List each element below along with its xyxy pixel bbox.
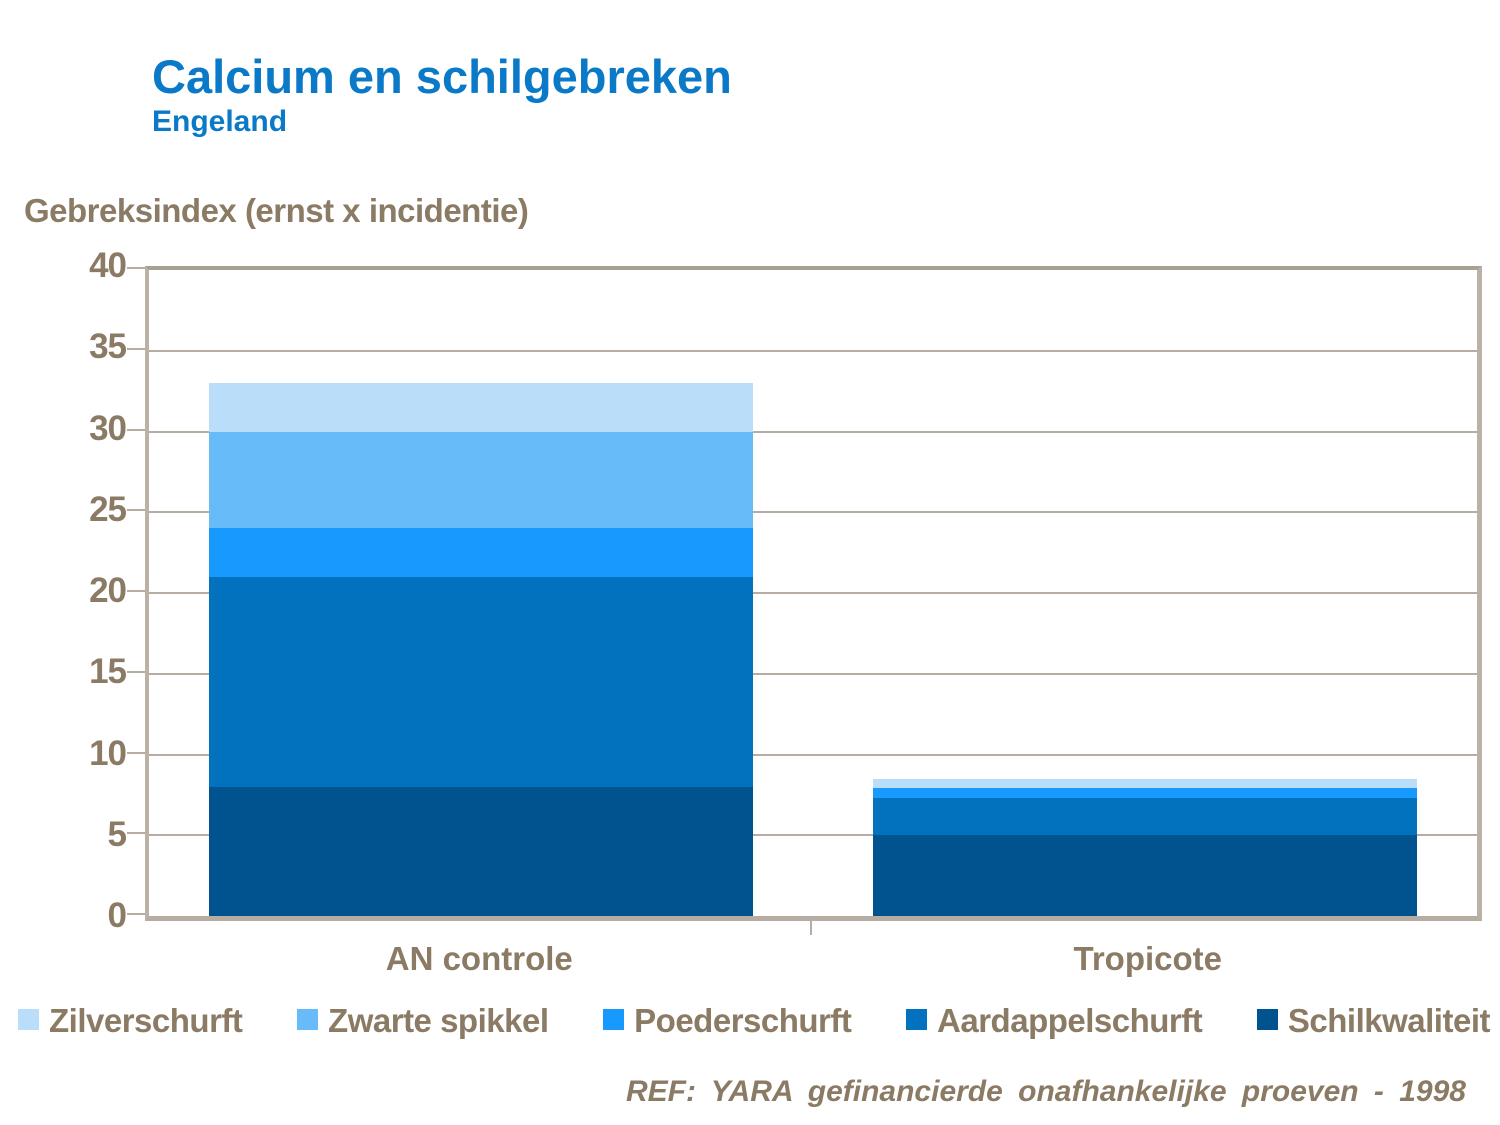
legend-swatch-icon xyxy=(297,1009,319,1030)
legend-item-zilverschurft: Zilverschurft xyxy=(18,1002,243,1040)
segment-zwarte-spikkel xyxy=(208,431,754,529)
y-axis-tick-marks xyxy=(127,267,145,915)
legend-item-aardappelschurft: Aardappelschurft xyxy=(906,1002,1203,1040)
legend-label: Poederschurft xyxy=(634,1002,852,1039)
legend-swatch-icon xyxy=(906,1009,928,1030)
y-tick-label-5: 5 xyxy=(107,814,127,854)
y-tick-label-40: 40 xyxy=(89,246,127,285)
stacked-bar-tropicote xyxy=(872,270,1418,916)
y-tick-30 xyxy=(127,428,145,431)
y-tick-20 xyxy=(127,590,145,592)
segment-poederschurft xyxy=(208,528,754,577)
legend-item-schilkwaliteit: Schilkwaliteit xyxy=(1256,1002,1491,1040)
legend-item-poederschurft: Poederschurft xyxy=(603,1002,852,1040)
legend-swatch-icon xyxy=(603,1009,625,1030)
gridline-5 xyxy=(149,834,1477,837)
category-cell-1 xyxy=(813,270,1477,916)
x-axis-tick-mark xyxy=(810,921,812,935)
y-tick-5 xyxy=(127,832,145,835)
chart-subtitle: Engeland xyxy=(152,105,288,139)
segment-poederschurft xyxy=(872,788,1418,799)
legend: Zilverschurft Zwarte spikkel Poederschurft… xyxy=(18,1002,1490,1040)
y-tick-40 xyxy=(127,267,145,269)
legend-label: Schilkwaliteit xyxy=(1287,1002,1491,1039)
legend-item-zwarte-spikkel: Zwarte spikkel xyxy=(297,1002,549,1040)
bars-container xyxy=(149,270,1477,916)
y-tick-label-30: 30 xyxy=(89,408,127,448)
x-label-an-controle: AN controle xyxy=(385,940,573,977)
plot-area xyxy=(145,266,1482,921)
y-tick-15 xyxy=(127,670,145,673)
gridlines xyxy=(149,270,1477,916)
segment-schilkwaliteit xyxy=(208,786,754,916)
gridline-25 xyxy=(149,511,1477,514)
category-cell-0 xyxy=(149,270,813,916)
segment-aardappelschurft xyxy=(872,798,1418,836)
segment-zilverschurft xyxy=(872,778,1418,789)
y-tick-label-15: 15 xyxy=(89,652,127,692)
chart-title: Calcium en schilgebreken xyxy=(152,50,732,103)
y-axis-tick-labels: 0 5 10 15 20 25 30 35 40 xyxy=(0,248,127,934)
stacked-bar-an-controle xyxy=(208,270,754,916)
gridline-10 xyxy=(149,753,1477,756)
y-tick-label-25: 25 xyxy=(89,489,127,529)
gridline-35 xyxy=(149,349,1477,352)
reference-footer: REF: YARA gefinancierde onafhankelijke p… xyxy=(625,1075,1466,1108)
gridline-30 xyxy=(149,430,1477,433)
legend-label: Aardappelschurft xyxy=(937,1002,1203,1039)
gridline-20 xyxy=(149,592,1477,594)
legend-label: Zilverschurft xyxy=(49,1002,243,1039)
y-tick-35 xyxy=(127,347,145,350)
y-tick-25 xyxy=(127,509,145,512)
y-tick-label-10: 10 xyxy=(89,733,127,773)
segment-aardappelschurft xyxy=(208,576,754,787)
y-tick-label-20: 20 xyxy=(89,571,127,610)
legend-label: Zwarte spikkel xyxy=(328,1002,549,1039)
segment-schilkwaliteit xyxy=(872,835,1418,916)
gridline-15 xyxy=(149,672,1477,675)
y-tick-10 xyxy=(127,751,145,754)
y-tick-label-35: 35 xyxy=(89,327,127,367)
y-tick-label-0: 0 xyxy=(107,896,127,935)
y-tick-0 xyxy=(127,913,145,915)
title-block: Calcium en schilgebreken Engeland xyxy=(152,52,732,137)
x-label-tropicote: Tropicote xyxy=(1073,940,1223,977)
legend-swatch-icon xyxy=(18,1009,39,1030)
segment-zilverschurft xyxy=(208,383,754,432)
y-axis-title: Gebreksindex (ernst x incidentie) xyxy=(24,192,529,229)
x-axis-labels: AN controle Tropicote xyxy=(145,940,1482,978)
legend-swatch-icon xyxy=(1256,1009,1278,1030)
